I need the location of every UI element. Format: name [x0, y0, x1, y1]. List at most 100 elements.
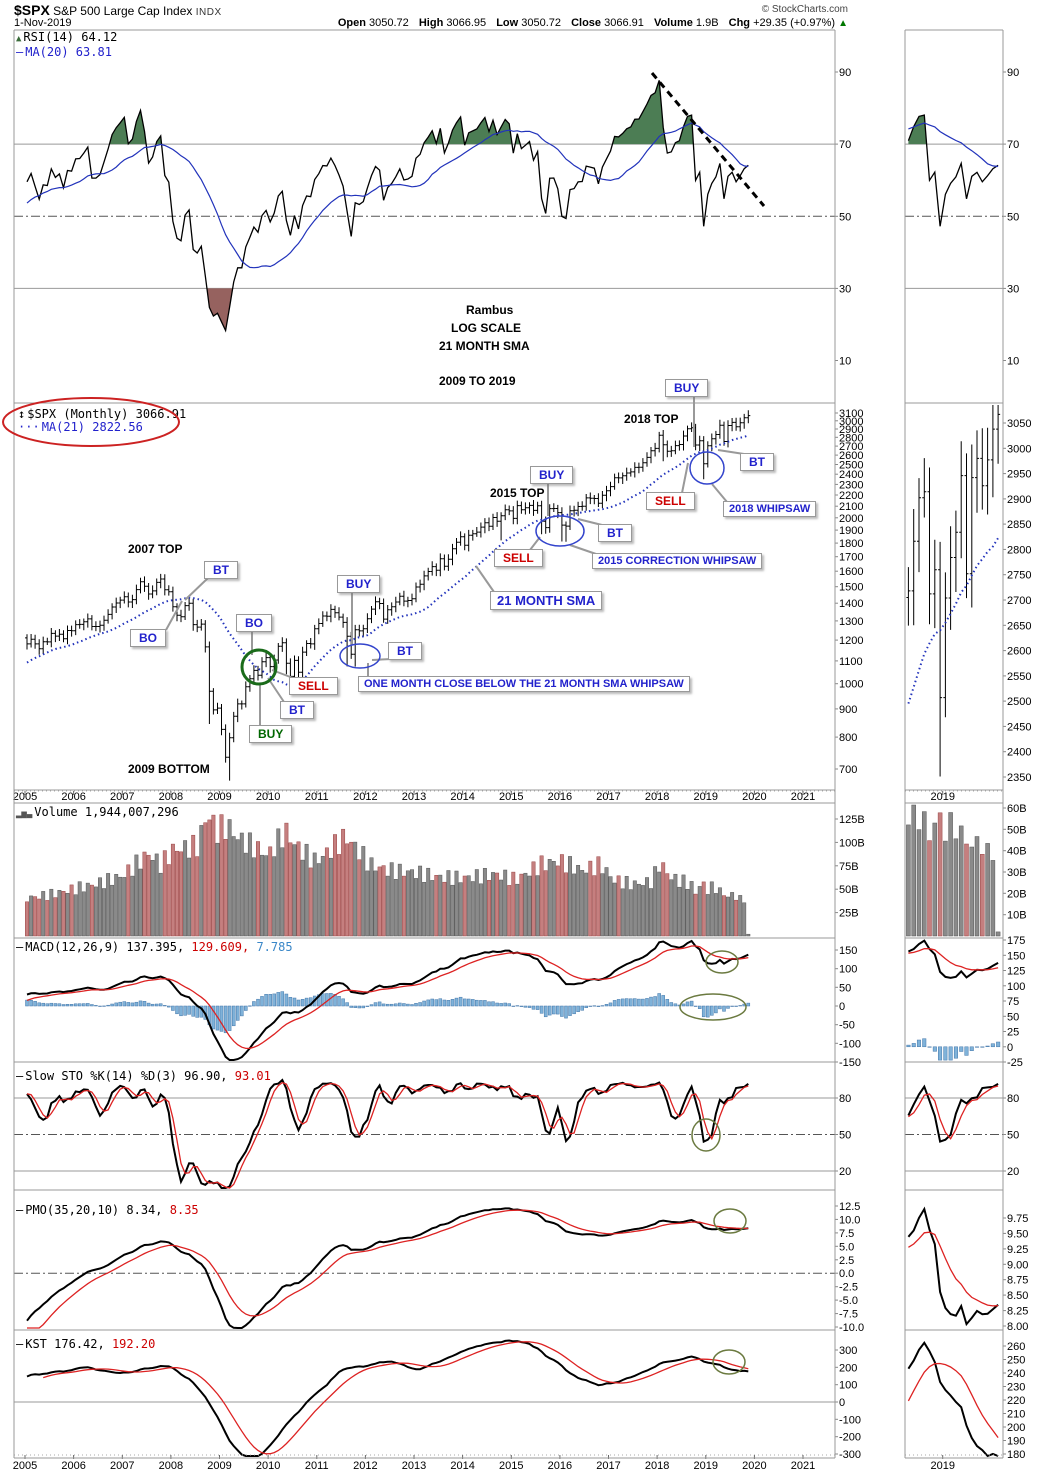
- svg-text:210: 210: [1007, 1409, 1025, 1421]
- svg-text:1500: 1500: [839, 582, 863, 594]
- annotation-buy: BUY: [337, 575, 381, 593]
- svg-text:1600: 1600: [839, 566, 863, 578]
- svg-text:2009: 2009: [207, 1460, 231, 1472]
- annotation-sell: SELL: [289, 677, 338, 695]
- low-value: 3050.72: [521, 17, 562, 29]
- quote-strip: Open 3050.72 High 3066.95 Low 3050.72 Cl…: [331, 17, 848, 29]
- rsi-ma-value: MA(20) 63.81: [25, 45, 112, 59]
- chg-value: +29.35 (+0.97%): [753, 17, 836, 29]
- ma21-dots-icon: ···: [18, 420, 40, 434]
- svg-text:2006: 2006: [61, 791, 85, 803]
- annotation-2015-top: 2015 TOP: [490, 486, 545, 500]
- svg-text:70: 70: [1007, 139, 1019, 151]
- annotation-2007-top: 2007 TOP: [128, 542, 183, 556]
- svg-text:2013: 2013: [402, 1460, 426, 1472]
- exchange-tag: INDX: [195, 7, 222, 18]
- svg-text:2021: 2021: [791, 791, 815, 803]
- svg-text:20B: 20B: [1007, 888, 1027, 900]
- annotation-21-month-sma: 21 MONTH SMA: [490, 591, 603, 610]
- svg-text:2005: 2005: [13, 1460, 37, 1472]
- price-candles: [25, 405, 1001, 781]
- low-label: Low: [496, 17, 519, 29]
- annotation-bt: BT: [280, 701, 314, 719]
- svg-text:-50: -50: [839, 1020, 855, 1032]
- svg-text:100: 100: [839, 1380, 857, 1392]
- rsi-ma-line-icon: —: [16, 45, 24, 59]
- svg-text:2014: 2014: [450, 791, 474, 803]
- annotation-bt: BT: [598, 524, 632, 542]
- macd-hist-value: 7.785: [249, 940, 293, 954]
- volume-value: Volume 1,944,007,296: [34, 805, 179, 819]
- kst-value: 176.42,: [46, 1337, 105, 1351]
- svg-text:-200: -200: [839, 1432, 861, 1444]
- kst-legend: — KST 176.42, 192.20: [16, 1338, 155, 1351]
- svg-text:75B: 75B: [839, 861, 859, 873]
- svg-text:-100: -100: [839, 1038, 861, 1050]
- annotation-sell: SELL: [646, 492, 695, 510]
- svg-text:2010: 2010: [256, 1460, 280, 1472]
- svg-text:25: 25: [1007, 1027, 1019, 1039]
- svg-text:2000: 2000: [839, 513, 863, 525]
- svg-text:800: 800: [839, 732, 857, 744]
- svg-text:2650: 2650: [1007, 620, 1031, 632]
- svg-text:7.5: 7.5: [839, 1228, 854, 1240]
- macd-name: MACD(12,26,9): [25, 940, 120, 954]
- svg-text:2300: 2300: [839, 479, 863, 491]
- svg-text:30: 30: [1007, 283, 1019, 295]
- svg-text:0: 0: [839, 1001, 845, 1013]
- pmo-legend: — PMO(35,20,10) 8.34, 8.35: [16, 1204, 199, 1217]
- annotation-log-scale: LOG SCALE: [451, 321, 522, 335]
- svg-text:80: 80: [839, 1093, 851, 1105]
- svg-text:90: 90: [1007, 67, 1019, 79]
- svg-text:250: 250: [1007, 1355, 1025, 1367]
- annotation-one-month-close-below-the-21-m: ONE MONTH CLOSE BELOW THE 21 MONTH SMA W…: [358, 676, 690, 692]
- svg-text:-100: -100: [839, 1414, 861, 1426]
- svg-text:0: 0: [1007, 1042, 1013, 1054]
- svg-text:9.50: 9.50: [1007, 1228, 1028, 1240]
- svg-text:75: 75: [1007, 996, 1019, 1008]
- svg-text:1400: 1400: [839, 598, 863, 610]
- callout-tails: [165, 396, 745, 726]
- indicator-lines: [26, 80, 999, 1458]
- annotation-rambus: Rambus: [466, 303, 514, 317]
- svg-text:12.5: 12.5: [839, 1201, 860, 1213]
- svg-text:2850: 2850: [1007, 519, 1031, 531]
- svg-text:900: 900: [839, 704, 857, 716]
- svg-text:70: 70: [839, 139, 851, 151]
- kst-line-icon: —: [16, 1337, 24, 1351]
- svg-text:2018: 2018: [645, 791, 669, 803]
- svg-text:-25: -25: [1007, 1057, 1023, 1069]
- svg-text:9.25: 9.25: [1007, 1244, 1028, 1256]
- pmo-line-icon: —: [16, 1203, 24, 1217]
- svg-text:100B: 100B: [839, 837, 865, 849]
- kst-signal-value: 192.20: [104, 1337, 156, 1351]
- svg-text:2017: 2017: [596, 791, 620, 803]
- svg-text:260: 260: [1007, 1341, 1025, 1353]
- volume-bars: [25, 804, 1001, 937]
- svg-text:2550: 2550: [1007, 671, 1031, 683]
- svg-text:2020: 2020: [742, 1460, 766, 1472]
- svg-text:240: 240: [1007, 1368, 1025, 1380]
- ma21-value: MA(21) 2822.56: [41, 420, 143, 434]
- svg-text:100: 100: [839, 964, 857, 976]
- svg-text:2008: 2008: [159, 1460, 183, 1472]
- copyright: © StockCharts.com: [761, 4, 848, 15]
- svg-text:-5.0: -5.0: [839, 1295, 858, 1307]
- svg-text:2021: 2021: [791, 1460, 815, 1472]
- svg-text:50: 50: [1007, 1130, 1019, 1142]
- svg-text:60B: 60B: [1007, 803, 1027, 815]
- svg-text:-300: -300: [839, 1449, 861, 1461]
- svg-text:2018: 2018: [645, 1460, 669, 1472]
- close-value: 3066.91: [604, 17, 644, 29]
- annotation-2015-correction-whipsaw: 2015 CORRECTION WHIPSAW: [592, 553, 763, 569]
- svg-text:30: 30: [839, 283, 851, 295]
- svg-text:50: 50: [1007, 1011, 1019, 1023]
- svg-text:0: 0: [839, 1397, 845, 1409]
- svg-text:2016: 2016: [548, 1460, 572, 1472]
- svg-text:8.00: 8.00: [1007, 1321, 1028, 1333]
- header-line2: 1-Nov-2019 Open 3050.72 High 3066.95 Low…: [14, 17, 848, 29]
- svg-text:2007: 2007: [110, 1460, 134, 1472]
- svg-text:2500: 2500: [839, 459, 863, 471]
- svg-text:150: 150: [839, 945, 857, 957]
- up-arrow-icon: ▲: [838, 18, 848, 29]
